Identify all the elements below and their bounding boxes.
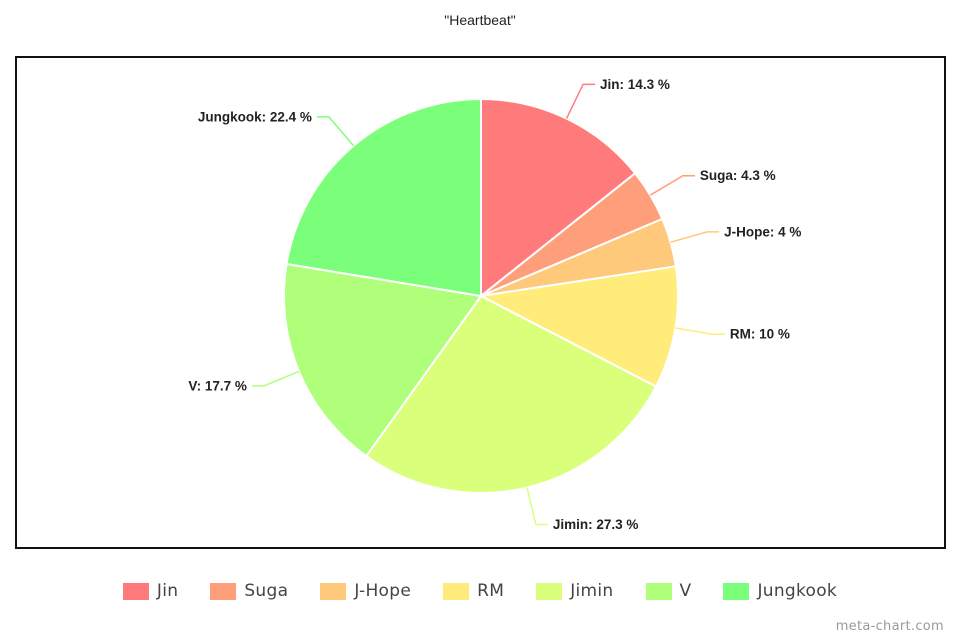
pie-chart: Jin: 14.3 % Suga: 4.3 % J-Hope: 4 % RM: 10 … [188, 77, 801, 532]
connector-rm [675, 327, 725, 335]
legend-label-suga: Suga [244, 581, 289, 601]
legend-swatch-suga [210, 582, 237, 600]
slice-label-jin: Jin: 14.3 % [600, 77, 670, 92]
legend-label-jungkook: Jungkook [757, 581, 838, 601]
label-connectors [251, 83, 725, 526]
legend-label-v: V [679, 581, 692, 601]
slice-label-rm: RM: 10 % [730, 327, 790, 342]
legend: Jin Suga J-Hope RM Jimin V Jungkook [0, 578, 960, 604]
pie-slice-jungkook[interactable] [285, 97, 482, 298]
pie-slice-v[interactable] [283, 262, 483, 458]
watermark: meta-chart.com [835, 619, 944, 634]
legend-label-j-hope: J-Hope [354, 581, 412, 601]
legend-item-jin[interactable]: Jin [122, 581, 179, 601]
legend-label-jin: Jin [156, 581, 179, 601]
legend-item-jimin[interactable]: Jimin [536, 581, 613, 601]
slice-labels: Jin: 14.3 % Suga: 4.3 % J-Hope: 4 % RM: 10 … [188, 77, 801, 532]
legend-swatch-j-hope [320, 582, 347, 600]
connector-suga [649, 174, 695, 196]
legend-swatch-v [645, 582, 672, 600]
connector-jin [565, 83, 596, 119]
legend-item-jungkook[interactable]: Jungkook [723, 581, 837, 601]
legend-swatch-jungkook [723, 582, 750, 600]
chart-title: "Heartbeat" [444, 12, 516, 28]
legend-swatch-jin [122, 582, 149, 600]
legend-item-suga[interactable]: Suga [210, 581, 288, 601]
legend-label-jimin: Jimin [570, 581, 614, 601]
plot-area: Jin: 14.3 % Suga: 4.3 % J-Hope: 4 % RM: 10 … [15, 56, 946, 549]
legend-swatch-rm [443, 582, 470, 600]
slice-label-j-hope: J-Hope: 4 % [724, 224, 801, 239]
legend-item-v[interactable]: V [645, 581, 692, 601]
connector-j-hope [670, 231, 720, 243]
slice-label-jimin: Jimin: 27.3 % [553, 517, 639, 532]
connector-jimin [526, 487, 548, 526]
pie-slices [283, 97, 679, 494]
pie-slice-rm[interactable] [477, 265, 679, 388]
legend-item-j-hope[interactable]: J-Hope [320, 581, 411, 601]
legend-item-rm[interactable]: RM [443, 581, 504, 601]
legend-swatch-jimin [536, 582, 563, 600]
slice-label-v: V: 17.7 % [188, 378, 247, 393]
connector-jungkook [316, 116, 355, 147]
slice-label-suga: Suga: 4.3 % [700, 168, 776, 183]
pie-slice-jimin[interactable] [364, 294, 658, 494]
legend-label-rm: RM [477, 581, 505, 601]
connector-v [251, 370, 300, 387]
slice-label-jungkook: Jungkook: 22.4 % [198, 109, 312, 124]
